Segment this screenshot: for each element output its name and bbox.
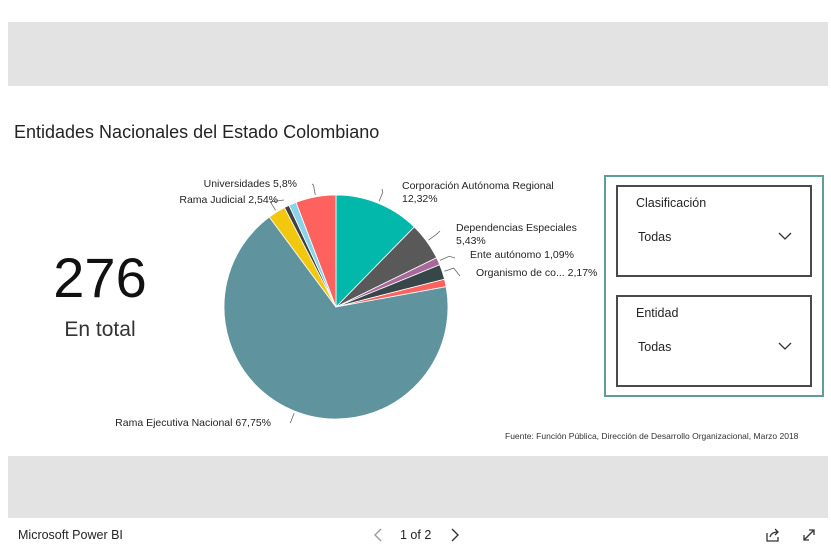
pie-leader-line [311,183,316,195]
clasificacion-slicer[interactable]: Clasificación Todas [616,185,812,277]
power-bi-brand[interactable]: Microsoft Power BI [18,528,123,542]
entidad-slicer[interactable]: Entidad Todas [616,295,812,387]
pie-slice-label: Rama Ejecutiva Nacional 67,75% [115,417,271,429]
pie-slice-label: Dependencias Especiales 5,43% [456,222,577,247]
entidad-slicer-value[interactable]: Todas [638,340,672,354]
fullscreen-icon[interactable] [801,527,817,543]
top-gray-band [8,22,828,86]
pie-leader-line [444,267,461,277]
next-page-icon[interactable] [449,528,461,542]
chevron-down-icon[interactable] [778,231,792,241]
pie-slice-label: Corporación Autónoma Regional 12,32% [402,180,554,205]
pie-leader-line [428,230,441,241]
report-title: Entidades Nacionales del Estado Colombia… [14,122,380,142]
pie-slice-label: Ente autónomo 1,09% [470,249,574,261]
clasificacion-slicer-title: Clasificación [636,196,707,210]
report-footer: Microsoft Power BI 1 of 2 [0,522,831,546]
share-icon[interactable] [765,527,781,543]
bottom-gray-band [8,456,828,518]
kpi-total-label: En total [64,318,136,341]
pie-leader-line [378,188,384,202]
entidad-slicer-title: Entidad [636,306,679,320]
pie-slice[interactable] [335,194,415,308]
previous-page-icon[interactable] [372,528,384,542]
clasificacion-slicer-value[interactable]: Todas [638,230,672,244]
page-indicator: 1 of 2 [400,528,432,542]
kpi-total-value: 276 [53,246,147,309]
chevron-down-icon[interactable] [778,341,792,351]
pie-leader-line [269,199,285,211]
pie-slice-label: Universidades 5,8% [204,178,297,190]
pie-leader-line [289,412,295,424]
slicer-panel: Clasificación Todas Entidad Todas [604,175,824,397]
pie-slice-label: Rama Judicial 2,54% [179,194,278,206]
pie-slice-label: Organismo de co... 2,17% [476,267,597,279]
pie-slice[interactable] [223,216,449,420]
pie-leader-line [439,255,456,261]
source-note: Fuente: Función Pública, Dirección de De… [505,431,799,441]
pie-slice[interactable] [295,194,337,308]
